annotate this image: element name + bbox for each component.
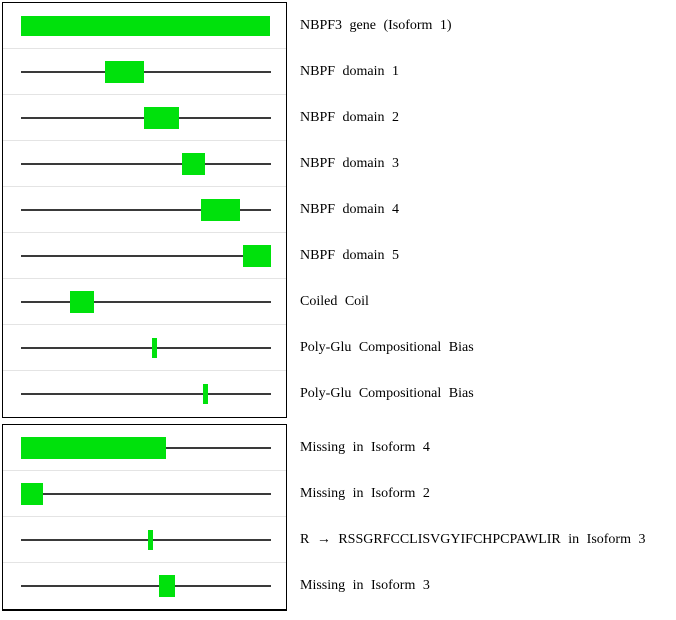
feature-label-row: Missing in Isoform 3 xyxy=(300,563,645,609)
feature-box xyxy=(70,291,94,313)
sequence-line xyxy=(21,393,271,395)
feature-group-gene-and-features: NBPF3 gene (Isoform 1) NBPF domain 1 NBPF … xyxy=(2,2,676,418)
feature-box xyxy=(159,575,175,597)
feature-row xyxy=(3,3,286,49)
feature-box xyxy=(21,437,166,459)
feature-box xyxy=(21,483,43,505)
feature-tick xyxy=(148,530,153,550)
feature-row xyxy=(3,279,286,325)
feature-box xyxy=(243,245,271,267)
feature-label: Missing in Isoform 3 xyxy=(300,578,430,593)
feature-tick xyxy=(152,338,157,358)
feature-label-row: NBPF domain 2 xyxy=(300,95,474,141)
sequence-line xyxy=(21,539,271,541)
feature-label: R → RSSGRFCCLISVGYIFCHPCPAWLIR in Isofor… xyxy=(300,532,646,547)
sequence-line xyxy=(21,209,271,211)
feature-box xyxy=(105,61,144,83)
feature-row xyxy=(3,95,286,141)
feature-label: Poly-Glu Compositional Bias xyxy=(300,386,474,401)
gene-bar xyxy=(21,16,270,36)
feature-row xyxy=(3,371,286,417)
feature-label: Poly-Glu Compositional Bias xyxy=(300,340,474,355)
feature-label: NBPF domain 5 xyxy=(300,248,400,263)
feature-label-row: Coiled Coil xyxy=(300,279,474,325)
feature-label: NBPF3 gene (Isoform 1) xyxy=(300,18,452,33)
feature-row xyxy=(3,471,286,517)
figure-groups: NBPF3 gene (Isoform 1) NBPF domain 1 NBPF … xyxy=(2,2,676,611)
feature-box xyxy=(201,199,240,221)
feature-group-isoform-differences: Missing in Isoform 4 Missing in Isoform 2… xyxy=(2,424,676,611)
feature-row xyxy=(3,325,286,371)
track-box-gene-and-features xyxy=(2,2,287,418)
sequence-line xyxy=(21,301,271,303)
feature-row xyxy=(3,233,286,279)
feature-row xyxy=(3,425,286,471)
feature-label-row: Poly-Glu Compositional Bias xyxy=(300,325,474,371)
sequence-line xyxy=(21,71,271,73)
feature-label-row: Missing in Isoform 4 xyxy=(300,425,645,471)
feature-row xyxy=(3,563,286,609)
feature-label-row: NBPF domain 3 xyxy=(300,141,474,187)
feature-row xyxy=(3,187,286,233)
feature-label-row: R → RSSGRFCCLISVGYIFCHPCPAWLIR in Isofor… xyxy=(300,517,645,563)
feature-label-row: Missing in Isoform 2 xyxy=(300,471,645,517)
feature-label: NBPF domain 1 xyxy=(300,64,400,79)
feature-label-row: NBPF3 gene (Isoform 1) xyxy=(300,3,474,49)
feature-label: Missing in Isoform 2 xyxy=(300,486,430,501)
sequence-line xyxy=(21,163,271,165)
feature-row xyxy=(3,141,286,187)
feature-row xyxy=(3,517,286,563)
feature-box xyxy=(144,107,179,129)
feature-label-row: NBPF domain 5 xyxy=(300,233,474,279)
sequence-line xyxy=(21,493,271,495)
feature-label: NBPF domain 2 xyxy=(300,110,400,125)
track-box-isoform-differences xyxy=(2,424,287,611)
feature-label: Missing in Isoform 4 xyxy=(300,440,430,455)
feature-tick xyxy=(203,384,208,404)
feature-label: NBPF domain 4 xyxy=(300,202,400,217)
feature-label-row: NBPF domain 4 xyxy=(300,187,474,233)
labels-column: NBPF3 gene (Isoform 1) NBPF domain 1 NBPF … xyxy=(287,3,474,418)
feature-label: NBPF domain 3 xyxy=(300,156,400,171)
sequence-line xyxy=(21,347,271,349)
labels-column: Missing in Isoform 4 Missing in Isoform 2… xyxy=(287,425,645,611)
feature-row xyxy=(3,49,286,95)
feature-label-row: NBPF domain 1 xyxy=(300,49,474,95)
feature-label: Coiled Coil xyxy=(300,294,369,309)
feature-box xyxy=(182,153,205,175)
feature-label-row: Poly-Glu Compositional Bias xyxy=(300,371,474,417)
sequence-line xyxy=(21,585,271,587)
sequence-line xyxy=(21,255,271,257)
